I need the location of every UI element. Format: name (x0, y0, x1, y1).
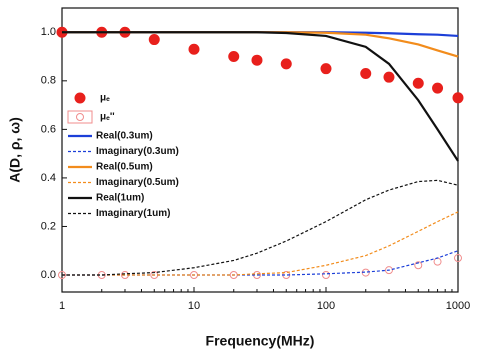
y-tick-label: 0.0 (41, 269, 56, 281)
y-tick-label: 1.0 (41, 26, 56, 38)
legend-label: Imaginary(0.3um) (96, 146, 179, 157)
x-tick-label: 100 (317, 300, 335, 312)
series-line (62, 211, 459, 276)
series-marker (58, 271, 66, 280)
legend-swatch (74, 92, 86, 104)
series-marker (384, 266, 393, 275)
legend-label: Real(0.5um) (96, 162, 153, 173)
legend-label: Real(1um) (96, 193, 144, 204)
legend-box (67, 110, 93, 124)
legend-label: μₑ (100, 93, 110, 104)
series-marker (322, 271, 330, 280)
series-marker (433, 257, 442, 266)
legend-label: Imaginary(1um) (96, 208, 170, 219)
series-marker (188, 43, 200, 55)
x-axis-title: Frequency(MHz) (206, 333, 315, 349)
series-line (62, 31, 459, 162)
series-marker (383, 71, 395, 83)
series-marker (280, 58, 292, 70)
series-marker (360, 68, 372, 80)
x-tick-label: 1000 (446, 300, 470, 312)
legend-label: Real(0.3um) (96, 131, 153, 142)
legend-swatch (76, 113, 84, 121)
series-marker (251, 54, 263, 66)
y-axis-title: A(D, ρ, ω) (7, 117, 23, 183)
y-tick-label: 0.6 (41, 123, 56, 135)
y-tick-label: 0.4 (41, 172, 56, 184)
series-marker (412, 77, 424, 89)
plot-frame (61, 7, 459, 293)
series-line (62, 250, 459, 276)
series-marker (414, 261, 423, 270)
series-marker (452, 92, 464, 104)
series-marker (320, 63, 332, 75)
y-tick-label: 0.8 (41, 75, 56, 87)
series-marker (148, 34, 160, 46)
series-marker (454, 254, 462, 263)
x-tick-label: 10 (188, 300, 200, 312)
y-tick-label: 0.2 (41, 220, 56, 232)
series-marker (432, 82, 444, 94)
legend-label: μₑ'' (100, 112, 115, 123)
legend-label: Imaginary(0.5um) (96, 177, 179, 188)
x-tick-label: 1 (59, 300, 65, 312)
series-marker (228, 51, 240, 63)
series-line (62, 179, 459, 276)
